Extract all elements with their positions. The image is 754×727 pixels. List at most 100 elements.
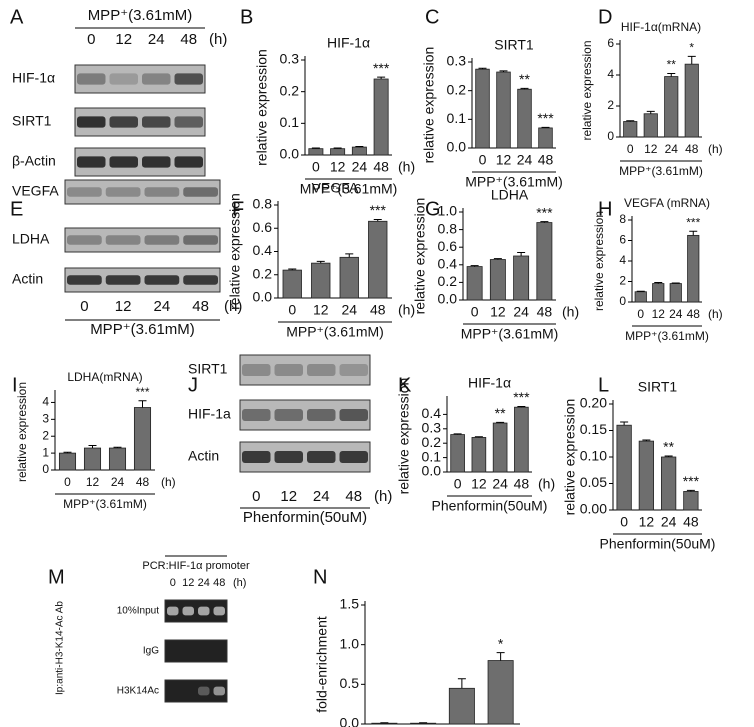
bar: [410, 722, 437, 725]
blot-band: [142, 156, 171, 168]
y-tick-label: 2: [42, 428, 49, 442]
x-tick-label: 48: [537, 304, 553, 320]
x-tick-label: 24: [341, 302, 357, 318]
error-bar: [453, 433, 462, 435]
x-tick-label: 12: [471, 476, 487, 492]
blot-band: [67, 187, 102, 197]
y-tick-label: 4: [607, 67, 614, 81]
lane-label: 24: [148, 31, 165, 48]
panel-letter: N: [313, 566, 327, 588]
blot-strip: [164, 639, 228, 663]
blot-band: [274, 364, 303, 376]
blot-row-label: SIRT1: [12, 113, 52, 129]
y-tick-label: 0: [619, 294, 626, 308]
y-axis-label: relative expression: [592, 211, 606, 311]
treatment-label: Phenformin(50uM): [243, 509, 367, 526]
x-tick-label: 0: [620, 514, 628, 530]
y-tick-label: 0.4: [253, 242, 273, 258]
y-tick-label: 0.05: [580, 474, 607, 490]
panel-letter: K: [398, 374, 412, 396]
y-tick-label: 0.1: [447, 110, 467, 126]
error-bar: [541, 126, 550, 128]
x-tick-label: 48: [687, 307, 701, 321]
x-tick-label: 0: [64, 475, 71, 489]
lane-unit: (h): [233, 577, 246, 589]
blot-band: [77, 116, 106, 128]
panel-letter: J: [188, 374, 198, 396]
significance: *: [689, 41, 694, 55]
chart-title: SIRT1: [638, 379, 678, 395]
x-tick-label: 24: [492, 476, 508, 492]
y-tick-label: 0.15: [580, 421, 607, 437]
blot-band: [174, 116, 203, 128]
y-tick-label: 0.8: [438, 220, 458, 236]
error-bar: [626, 120, 635, 122]
bar: [351, 146, 367, 156]
x-tick-label: 0: [637, 307, 644, 321]
bar: [638, 440, 655, 511]
x-tick-label: 24: [517, 152, 533, 168]
x-tick-label: 48: [136, 475, 150, 489]
panel-letter: A: [10, 6, 24, 28]
y-tick-label: 1: [42, 445, 49, 459]
x-label: Phenformin(50uM): [432, 498, 548, 514]
blot-band: [174, 156, 203, 168]
blot-row-label: SIRT1: [188, 361, 228, 377]
y-axis-label: relative expression: [562, 399, 578, 516]
bar: [492, 422, 508, 473]
x-tick-label: 24: [669, 307, 683, 321]
blot-row-label: β-Actin: [12, 153, 56, 169]
y-axis-label: fold-enrichment: [314, 616, 330, 713]
bar-chart: N0.00.51.01.501224*48(h)fold-enrichment: [313, 566, 520, 727]
lane-label: 12: [115, 31, 132, 48]
chart-title: HIF-1α: [327, 35, 370, 51]
blot-band: [339, 409, 368, 421]
y-tick-label: 0.20: [580, 395, 607, 411]
treatment-label: MPP⁺(3.61mM): [88, 7, 193, 24]
x-unit: (h): [538, 476, 555, 492]
treatment-label: PCR:HIF-1α promoter: [142, 560, 250, 572]
lane-label: 0: [252, 488, 260, 505]
x-tick-label: 0: [454, 476, 462, 492]
y-axis-label: relative expression: [412, 198, 428, 315]
y-tick-label: 0.2: [447, 81, 467, 97]
x-label: MPP⁺(3.61mM): [461, 326, 559, 342]
blot-row-label: Actin: [188, 448, 219, 464]
y-tick-label: 0.1: [280, 114, 300, 130]
x-unit: (h): [398, 159, 415, 175]
y-tick-label: 1.5: [340, 596, 360, 612]
bar: [634, 291, 647, 303]
bar: [669, 283, 682, 303]
blot-band: [105, 275, 141, 285]
significance: ***: [370, 202, 387, 218]
x-unit: (h): [708, 142, 723, 156]
blot-band: [274, 451, 303, 463]
bar: [536, 222, 553, 301]
error-bar: [377, 76, 386, 79]
blot-band: [307, 451, 336, 463]
y-tick-label: 0.8: [253, 196, 273, 212]
x-tick-label: 12: [639, 514, 655, 530]
y-tick-label: 0.0: [280, 146, 300, 162]
y-axis-label: relative expression: [254, 49, 270, 166]
bar: [517, 88, 532, 149]
blot-band: [183, 187, 218, 197]
y-tick-label: 0.2: [253, 265, 273, 281]
y-tick-label: 0.0: [438, 291, 458, 307]
blot-panel: A HIF-1α SIRT1 β-Actin 0 12 24 48 (h) MPP⁺(3.61mM…: [10, 6, 227, 177]
y-tick-label: 0: [607, 129, 614, 143]
y-tick-label: 3: [42, 412, 49, 426]
chart-title: VEGFA: [312, 180, 359, 196]
side-label: Ip:anti-H3-K14-Ac Ab: [55, 601, 66, 695]
blot-row-label: IgG: [143, 646, 159, 657]
significance: ***: [536, 204, 553, 220]
x-unit: (h): [161, 475, 176, 489]
error-bar: [496, 421, 505, 424]
bar: [108, 447, 127, 471]
panel-letter: M: [48, 566, 65, 588]
blot-row-label: H3K14Ac: [117, 686, 159, 697]
y-axis-label: relative expression: [396, 378, 412, 495]
bar: [466, 266, 483, 301]
